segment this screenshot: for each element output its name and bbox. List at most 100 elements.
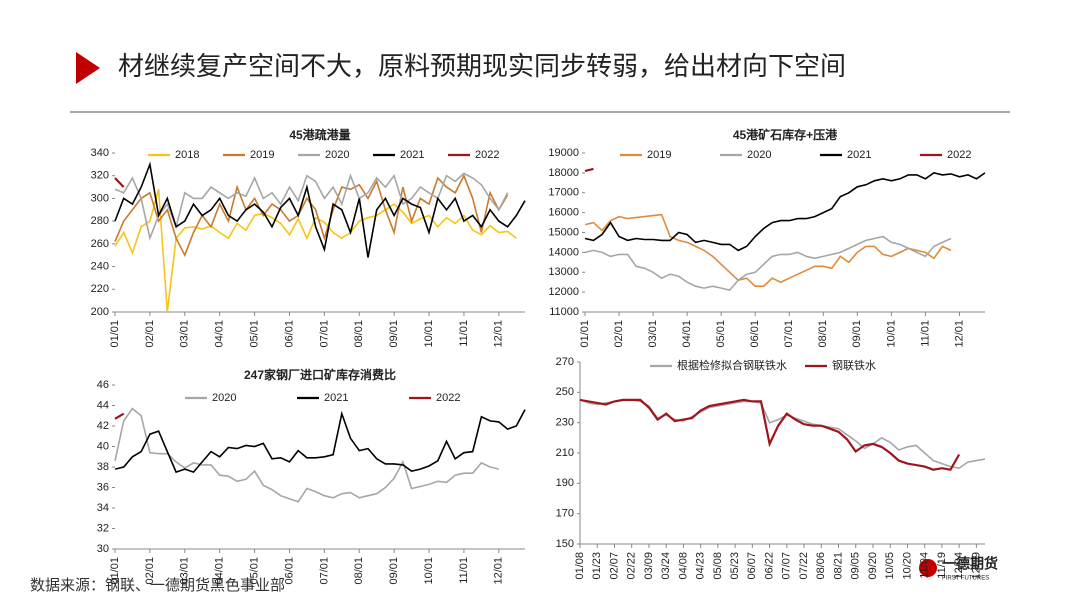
x-tick-label: 07/22 xyxy=(798,552,810,580)
y-tick-label: 230 xyxy=(556,417,574,429)
y-tick-label: 12000 xyxy=(548,286,579,298)
y-tick-label: 15000 xyxy=(548,226,579,238)
y-tick-label: 40 xyxy=(97,440,109,452)
x-tick-label: 01/01 xyxy=(579,320,591,348)
y-tick-label: 300 xyxy=(91,192,109,204)
x-tick-label: 06/01 xyxy=(283,557,295,585)
x-tick-label: 04/01 xyxy=(214,557,226,585)
series-line xyxy=(584,167,594,172)
x-tick-label: 05/01 xyxy=(715,320,727,348)
y-tick-label: 38 xyxy=(97,461,109,473)
x-tick-label: 09/01 xyxy=(388,557,400,585)
x-tick-label: 01/08 xyxy=(574,552,586,580)
x-tick-label: 04/01 xyxy=(681,320,693,348)
x-tick-label: 08/01 xyxy=(353,320,365,348)
y-tick-label: 340 xyxy=(91,147,109,159)
x-tick-label: 07/01 xyxy=(783,320,795,348)
x-tick-label: 06/22 xyxy=(763,552,775,580)
y-tick-label: 13000 xyxy=(548,266,579,278)
y-tick-label: 270 xyxy=(556,356,574,368)
legend-label: 2022 xyxy=(436,392,460,404)
x-tick-label: 11/01 xyxy=(458,557,470,584)
x-tick-label: 08/21 xyxy=(832,552,844,580)
x-tick-label: 02/01 xyxy=(144,320,156,348)
legend-label: 2022 xyxy=(475,149,499,161)
x-tick-label: 04/23 xyxy=(695,552,707,580)
x-tick-label: 02/22 xyxy=(626,552,638,580)
series-line xyxy=(114,161,526,258)
x-tick-label: 01/01 xyxy=(109,320,121,348)
y-tick-label: 170 xyxy=(556,508,574,520)
x-tick-label: 10/20 xyxy=(901,552,913,580)
x-tick-label: 07/01 xyxy=(318,320,330,348)
y-tick-label: 260 xyxy=(91,238,109,250)
series-line xyxy=(579,398,961,471)
logo-english: FIRST FUTURES xyxy=(942,576,989,582)
y-tick-label: 150 xyxy=(556,538,574,550)
x-tick-label: 02/01 xyxy=(613,320,625,348)
x-tick-label: 03/01 xyxy=(179,320,191,348)
legend-label: 2020 xyxy=(212,392,236,404)
chart-title: 247家钢厂进口矿库存消费比 xyxy=(244,367,396,382)
x-tick-label: 08/06 xyxy=(815,552,827,580)
x-tick-label: 09/05 xyxy=(850,552,862,580)
y-tick-label: 36 xyxy=(97,481,109,493)
x-tick-label: 07/01 xyxy=(318,557,330,585)
series-line xyxy=(584,235,952,291)
x-tick-label: 03/24 xyxy=(660,552,672,580)
legend-label: 2021 xyxy=(847,149,871,161)
x-tick-label: 12/04 xyxy=(953,552,965,580)
x-tick-label: 03/01 xyxy=(179,557,191,585)
x-tick-label: 11/19 xyxy=(936,552,948,579)
y-tick-label: 11000 xyxy=(549,306,579,318)
legend-label: 2020 xyxy=(325,149,349,161)
y-tick-label: 14000 xyxy=(548,246,579,258)
x-tick-label: 03/09 xyxy=(643,552,655,580)
y-tick-label: 16000 xyxy=(548,207,579,219)
y-tick-label: 210 xyxy=(556,447,574,459)
y-tick-label: 46 xyxy=(97,379,109,391)
legend-label: 2019 xyxy=(250,149,274,161)
legend-label: 2021 xyxy=(324,392,348,404)
series-line xyxy=(114,407,499,503)
legend-label: 根据检修拟合钢联铁水 xyxy=(677,358,787,372)
x-tick-label: 10/01 xyxy=(885,320,897,348)
x-tick-label: 08/01 xyxy=(353,557,365,585)
x-tick-label: 04/08 xyxy=(677,552,689,580)
x-tick-label: 08/01 xyxy=(817,320,829,348)
x-tick-label: 11/04 xyxy=(919,552,931,579)
x-tick-label: 12/01 xyxy=(493,320,505,348)
series-line xyxy=(114,177,125,188)
x-tick-label: 05/08 xyxy=(712,552,724,580)
x-tick-label: 07/07 xyxy=(781,552,793,580)
y-tick-label: 240 xyxy=(91,260,109,272)
legend-label: 2019 xyxy=(647,149,671,161)
legend-label: 2021 xyxy=(400,149,424,161)
series-line xyxy=(584,213,952,287)
x-tick-label: 04/01 xyxy=(214,320,226,348)
x-tick-label: 05/01 xyxy=(248,320,260,348)
x-tick-label: 11/01 xyxy=(458,320,470,347)
slide-title: 材继续复产空间不大，原料预期现实同步转弱，给出材向下空间 xyxy=(118,51,846,81)
legend-label: 2020 xyxy=(747,149,771,161)
y-tick-label: 250 xyxy=(556,386,574,398)
series-line xyxy=(584,172,986,252)
legend-label: 2018 xyxy=(175,149,199,161)
x-tick-label: 10/01 xyxy=(423,557,435,585)
title-marker xyxy=(76,52,100,84)
series-line xyxy=(114,173,509,258)
y-tick-label: 320 xyxy=(91,170,109,182)
x-tick-label: 03/01 xyxy=(647,320,659,348)
series-line xyxy=(114,172,509,241)
logo-icon xyxy=(919,559,937,577)
x-tick-label: 09/01 xyxy=(851,320,863,348)
series-line xyxy=(114,189,517,313)
series-line xyxy=(579,399,986,470)
x-tick-label: 06/01 xyxy=(283,320,295,348)
series-line xyxy=(114,409,526,474)
x-tick-label: 05/23 xyxy=(729,552,741,580)
x-tick-label: 02/07 xyxy=(608,552,620,580)
y-tick-label: 32 xyxy=(97,522,109,534)
source-note: 数据来源：钢联、一德期货黑色事业部 xyxy=(30,576,285,594)
